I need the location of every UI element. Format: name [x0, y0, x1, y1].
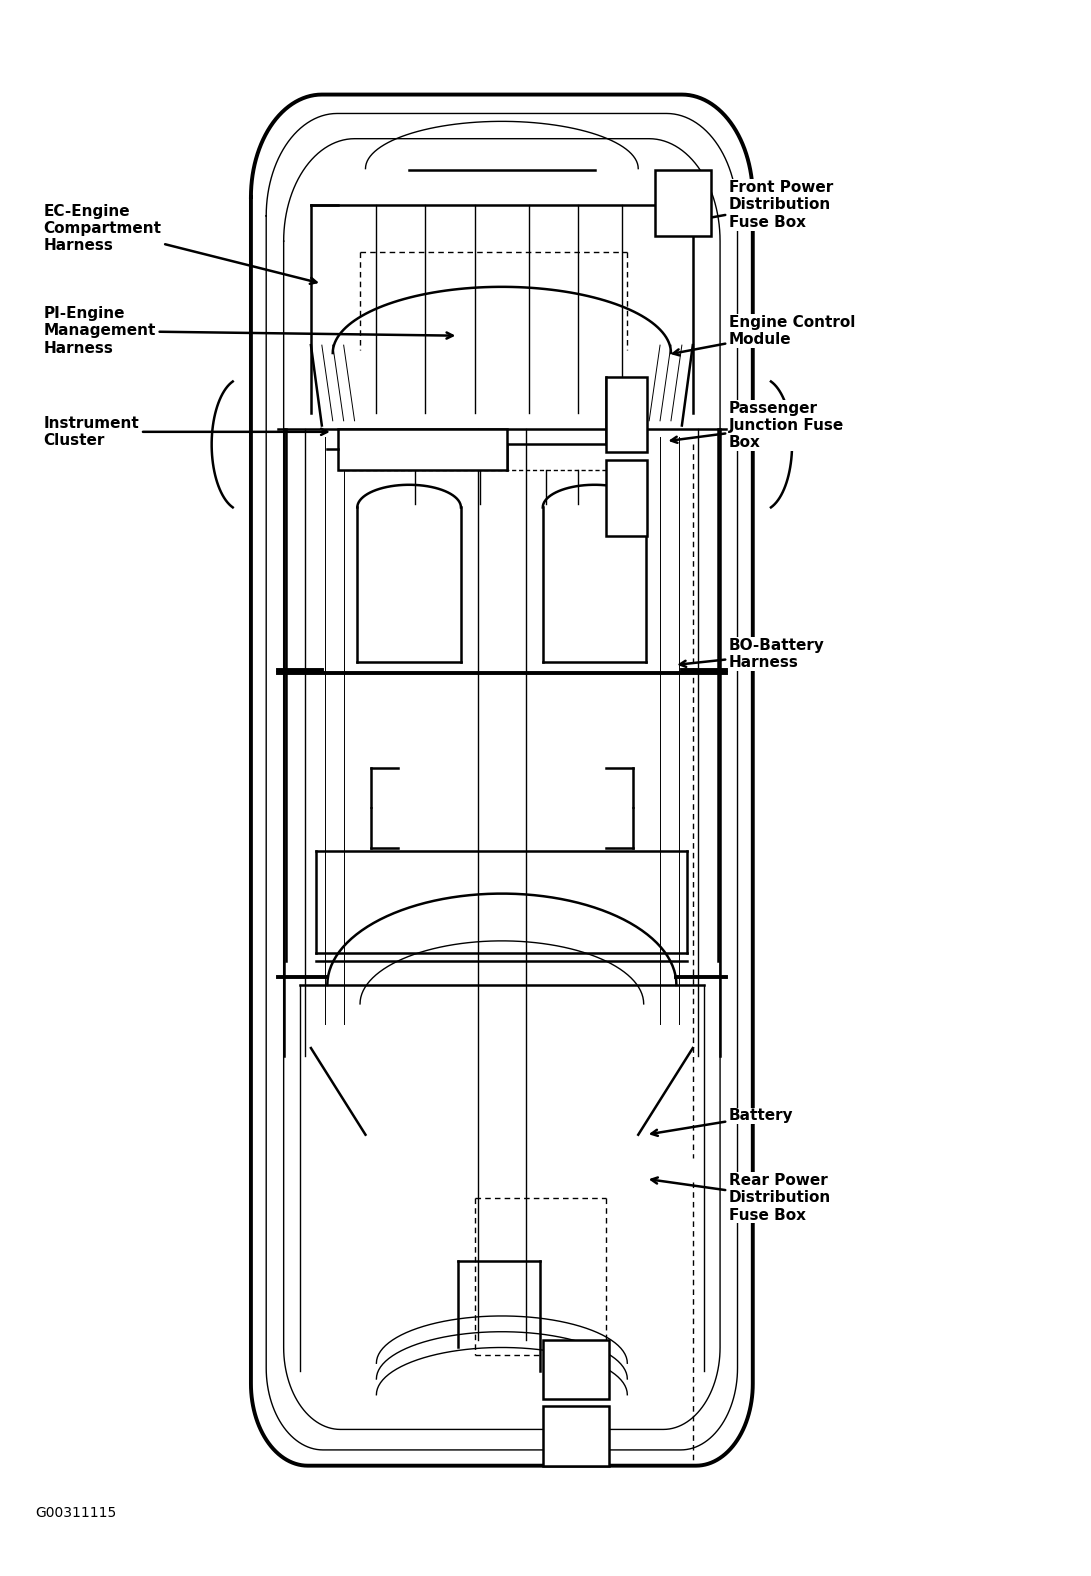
Text: G00311115: G00311115: [35, 1507, 116, 1519]
Text: EC-Engine
Compartment
Harness: EC-Engine Compartment Harness: [44, 203, 316, 284]
Text: Battery: Battery: [651, 1108, 793, 1136]
Bar: [543, 1406, 609, 1466]
Text: Instrument
Cluster: Instrument Cluster: [44, 416, 327, 448]
Text: Front Power
Distribution
Fuse Box: Front Power Distribution Fuse Box: [682, 180, 834, 230]
Bar: [655, 170, 711, 236]
Text: Engine Control
Module: Engine Control Module: [673, 315, 855, 356]
Polygon shape: [251, 95, 753, 1466]
Bar: [543, 1340, 609, 1399]
Bar: [606, 377, 647, 452]
Bar: [338, 429, 507, 470]
Bar: [606, 460, 647, 536]
Text: PI-Engine
Management
Harness: PI-Engine Management Harness: [44, 306, 453, 356]
Text: Rear Power
Distribution
Fuse Box: Rear Power Distribution Fuse Box: [651, 1173, 831, 1223]
Text: Passenger
Junction Fuse
Box: Passenger Junction Fuse Box: [671, 400, 844, 451]
Text: BO-Battery
Harness: BO-Battery Harness: [680, 638, 825, 670]
